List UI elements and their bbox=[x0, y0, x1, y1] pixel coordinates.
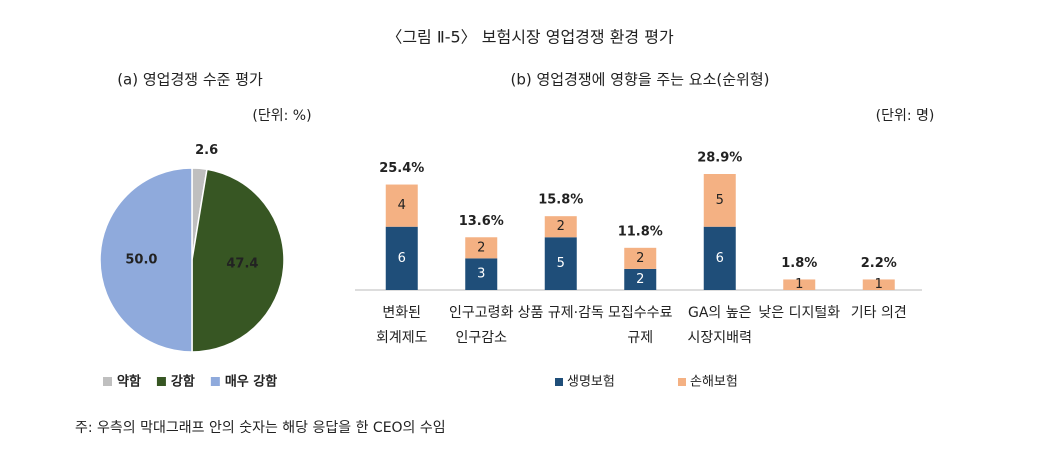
x-tick-label: 시장지배력 bbox=[688, 330, 752, 346]
bar-segment bbox=[624, 247, 657, 269]
total-label: 28.9% bbox=[697, 151, 742, 166]
legend-swatch bbox=[678, 378, 686, 386]
data-label: 50.0 bbox=[125, 253, 157, 268]
bar-segment bbox=[385, 184, 418, 227]
bar-value-label: 6 bbox=[716, 251, 724, 266]
bar-value-label: 1 bbox=[795, 277, 803, 292]
bar-value-label: 5 bbox=[716, 193, 724, 208]
x-tick-label: 낮은 디지털화 bbox=[758, 305, 840, 321]
footnote: 주: 우측의 막대그래프 안의 숫자는 해당 응답을 한 CEO의 수임 bbox=[75, 420, 446, 436]
bar-value-label: 2 bbox=[477, 240, 485, 255]
legend-label: 생명보험 bbox=[567, 375, 615, 390]
x-tick-label: 인구고령화 bbox=[449, 305, 514, 321]
total-label: 11.8% bbox=[618, 224, 663, 239]
legend-swatch bbox=[210, 377, 220, 386]
bar-segment bbox=[385, 226, 418, 290]
legend-label: 약함 bbox=[117, 374, 141, 390]
chart-title: (b) 영업경쟁에 영향을 주는 요소(순위형) bbox=[510, 71, 769, 89]
legend-swatch bbox=[156, 377, 166, 386]
total-label: 2.2% bbox=[861, 256, 897, 271]
bar-segment bbox=[703, 174, 736, 227]
bar-segment bbox=[703, 226, 736, 290]
x-tick-label: 회계제도 bbox=[376, 330, 428, 346]
bar-segment bbox=[465, 237, 498, 259]
pie-slice bbox=[191, 168, 285, 353]
x-tick-label: 모집수수료 bbox=[608, 305, 673, 321]
pie-slice bbox=[99, 167, 193, 353]
x-tick-label: GA의 높은 bbox=[688, 305, 752, 321]
data-label: 47.4 bbox=[226, 257, 258, 272]
figure-title: 〈그림 Ⅱ-5〉 보험시장 영업경쟁 환경 평가 bbox=[386, 28, 674, 47]
total-label: 13.6% bbox=[459, 214, 504, 229]
bar-value-label: 4 bbox=[398, 198, 406, 213]
bar-segment bbox=[624, 268, 657, 290]
x-tick-label: 기타 의견 bbox=[851, 305, 907, 321]
bar-value-label: 5 bbox=[557, 256, 565, 271]
legend-label: 강함 bbox=[171, 374, 195, 390]
bar-value-label: 2 bbox=[636, 251, 644, 266]
legend-label: 매우 강함 bbox=[225, 374, 277, 390]
total-label: 25.4% bbox=[379, 161, 424, 176]
bar-segment bbox=[544, 237, 577, 290]
chart-title: (a) 영업경쟁 수준 평가 bbox=[117, 71, 263, 89]
legend-swatch bbox=[555, 378, 563, 386]
x-tick-label: 변화된 bbox=[382, 305, 421, 321]
unit-label: (단위: %) bbox=[252, 108, 311, 124]
bar-segment bbox=[544, 216, 577, 238]
total-label: 1.8% bbox=[781, 256, 817, 271]
total-label: 15.8% bbox=[538, 193, 583, 208]
bar-segment bbox=[465, 258, 498, 290]
bar-value-label: 1 bbox=[875, 277, 883, 292]
x-tick-label: 인구감소 bbox=[455, 330, 507, 346]
bar-value-label: 6 bbox=[398, 251, 406, 266]
bar-segment bbox=[862, 279, 895, 290]
bar-segment bbox=[783, 279, 816, 290]
bar-value-label: 3 bbox=[477, 267, 485, 282]
data-label: 2.6 bbox=[195, 143, 218, 158]
bar-value-label: 2 bbox=[636, 272, 644, 287]
x-tick-label: 규제 bbox=[627, 330, 653, 346]
x-tick-label: 상품 규제·감독 bbox=[518, 305, 604, 321]
unit-label: (단위: 명) bbox=[876, 108, 935, 124]
bar-value-label: 2 bbox=[557, 219, 565, 234]
legend-label: 손해보험 bbox=[690, 375, 738, 390]
legend-swatch bbox=[103, 377, 112, 386]
